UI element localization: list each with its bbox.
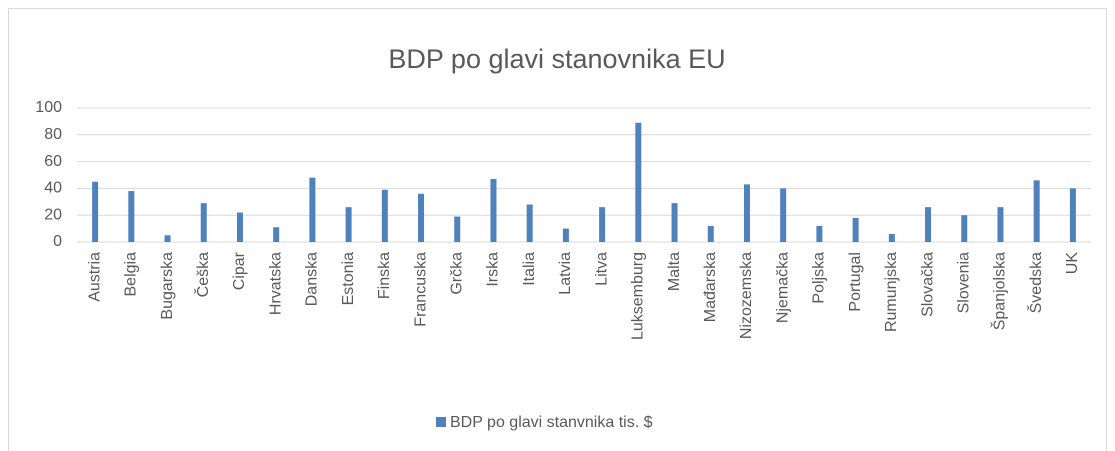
x-tick-label: Latvia: [557, 252, 574, 295]
chart-title: BDP po glavi stanovnika EU: [388, 44, 725, 74]
bar: [164, 235, 171, 242]
x-tick-label: Češka: [193, 252, 212, 297]
x-tick-label: Slovačka: [919, 252, 936, 317]
bar: [852, 217, 859, 242]
bar: [418, 193, 425, 242]
bar: [562, 228, 569, 242]
bar: [454, 216, 461, 242]
x-tick-label: Belgia: [123, 252, 140, 297]
x-tick-label: UK: [1064, 252, 1081, 275]
x-tick-label: Danska: [304, 252, 321, 306]
y-tick-label: 60: [44, 153, 62, 170]
y-tick-label: 20: [44, 206, 62, 223]
bar: [997, 207, 1004, 242]
x-tick-label: Irska: [485, 252, 502, 287]
bar: [635, 122, 642, 242]
bar: [273, 227, 280, 242]
legend-swatch: [436, 417, 446, 427]
bar: [816, 225, 823, 242]
x-tick-label: Italia: [521, 252, 538, 286]
x-tick-label: Grčka: [448, 252, 465, 295]
x-tick-label: Finska: [376, 252, 393, 299]
bar: [925, 207, 932, 242]
y-tick-label: 100: [35, 99, 62, 116]
y-tick-label: 40: [44, 180, 62, 197]
y-tick-label: 0: [53, 233, 62, 250]
x-tick-label: Francuska: [412, 252, 429, 327]
chart-frame: [8, 8, 1107, 451]
bar: [671, 203, 678, 242]
x-tick-label: Hrvatska: [267, 252, 284, 315]
x-tick-label: Mađarska: [702, 252, 719, 322]
bar: [599, 207, 606, 242]
x-tick-label: Nizozemska: [738, 252, 755, 339]
x-tick-label: Njemačka: [774, 252, 791, 323]
x-tick-label: Španjolska: [990, 252, 1009, 330]
x-tick-label: Rumunjska: [883, 252, 900, 332]
y-tick-label: 80: [44, 126, 62, 143]
bar: [128, 191, 135, 242]
bar: [1069, 188, 1076, 242]
x-tick-label: Litva: [593, 252, 610, 286]
x-tick-label: Slovenia: [955, 252, 972, 313]
bar: [200, 203, 207, 242]
x-tick-label: Cipar: [231, 251, 248, 290]
x-tick-label: Poljska: [811, 252, 828, 304]
legend-label: BDP po glavi stanvnika tis. $: [450, 414, 653, 431]
bar: [961, 215, 968, 242]
x-tick-label: Švedska: [1026, 252, 1045, 313]
bar: [743, 184, 750, 242]
bar: [309, 177, 316, 242]
bar: [345, 207, 352, 242]
bar: [92, 181, 99, 242]
bar: [381, 189, 388, 242]
x-tick-label: Luksemburg: [630, 252, 647, 340]
bar: [526, 204, 533, 242]
x-tick-label: Bugarska: [159, 252, 176, 320]
x-tick-label: Malta: [666, 252, 683, 291]
bar: [236, 212, 243, 242]
bar: [707, 225, 714, 242]
bar: [1033, 180, 1040, 242]
bar: [888, 233, 895, 242]
bar: [780, 188, 787, 242]
x-tick-label: Portugal: [847, 252, 864, 312]
x-tick-label: Estonia: [340, 252, 357, 305]
bar: [490, 179, 497, 242]
x-tick-label: Austria: [86, 252, 103, 302]
